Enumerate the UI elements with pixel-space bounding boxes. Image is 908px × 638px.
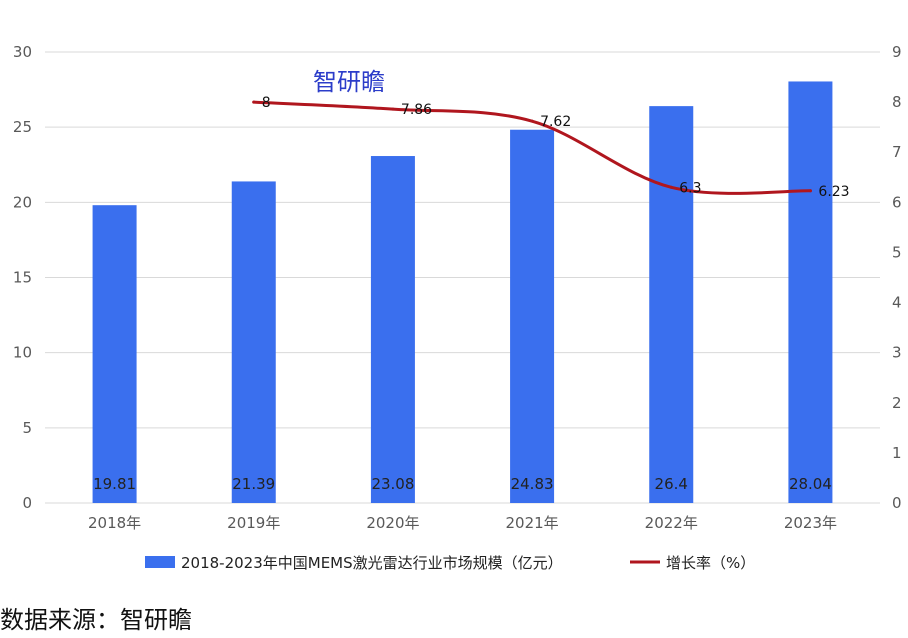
- line-point: [808, 189, 812, 193]
- bar: [788, 81, 833, 503]
- bar-series: [92, 81, 833, 504]
- right-tick-label: 9: [892, 43, 902, 61]
- category-label: 2023年: [784, 514, 837, 532]
- right-tick-label: 4: [892, 294, 902, 312]
- bar-value-label: 24.83: [511, 475, 554, 493]
- bar: [231, 181, 276, 503]
- legend-bar-label: 2018-2023年中国MEMS激光雷达行业市场规模（亿元）: [181, 554, 563, 572]
- bar-value-label: 28.04: [789, 475, 832, 493]
- bar: [370, 156, 415, 503]
- category-label: 2018年: [88, 514, 141, 532]
- left-tick-label: 20: [13, 193, 32, 211]
- right-tick-label: 8: [892, 93, 902, 111]
- category-label: 2020年: [366, 514, 419, 532]
- bar: [92, 205, 137, 503]
- bar-value-label: 19.81: [93, 475, 136, 493]
- bar: [649, 106, 694, 504]
- line-point: [391, 107, 395, 111]
- line-data-labels: 8 7.86 7.62 6.3 6.23: [262, 95, 850, 200]
- bar-data-labels: 19.81 21.39 23.08 24.83 26.4 28.04: [93, 475, 832, 493]
- left-tick-label: 10: [13, 344, 32, 362]
- bar: [510, 129, 555, 503]
- bar-value-label: 26.4: [655, 475, 688, 493]
- line-value-label: 6.3: [679, 180, 701, 196]
- x-axis: 2018年 2019年 2020年 2021年 2022年 2023年: [88, 514, 837, 532]
- line-value-label: 7.86: [401, 102, 432, 118]
- right-tick-label: 2: [892, 394, 902, 412]
- line-series: [252, 100, 812, 195]
- right-tick-label: 3: [892, 344, 902, 362]
- line-value-label: 7.62: [540, 114, 571, 130]
- left-tick-label: 30: [13, 43, 32, 61]
- source-note: 数据来源：智研瞻: [0, 606, 192, 634]
- line-value-label: 8: [262, 95, 271, 111]
- left-tick-label: 15: [13, 269, 32, 287]
- line-value-label: 6.23: [818, 184, 849, 200]
- legend-line-label: 增长率（%）: [666, 554, 755, 572]
- right-axis: 0 1 2 3 4 5 6 7 8 9: [892, 43, 902, 512]
- right-tick-label: 7: [892, 143, 902, 161]
- right-tick-label: 5: [892, 243, 902, 261]
- combo-chart: 0 5 10 15 20 25 30 0 1 2 3 4 5 6 7 8 9 19.81 21.39 23.08 2…: [13, 43, 902, 572]
- line-point: [669, 185, 673, 189]
- gridlines: [45, 51, 880, 504]
- right-tick-label: 6: [892, 193, 902, 211]
- bar-value-label: 21.39: [232, 475, 275, 493]
- category-label: 2021年: [505, 514, 558, 532]
- legend: 2018-2023年中国MEMS激光雷达行业市场规模（亿元） 增长率（%）: [145, 554, 755, 572]
- left-axis: 0 5 10 15 20 25 30: [13, 43, 32, 512]
- bar-value-label: 23.08: [371, 475, 414, 493]
- category-label: 2022年: [645, 514, 698, 532]
- left-tick-label: 25: [13, 118, 32, 136]
- watermark-text: 智研瞻: [313, 68, 385, 96]
- left-tick-label: 0: [22, 494, 32, 512]
- left-tick-label: 5: [22, 419, 32, 437]
- legend-bar-swatch: [145, 556, 175, 568]
- line-point: [530, 119, 534, 123]
- line-point: [252, 100, 256, 104]
- right-tick-label: 0: [892, 494, 902, 512]
- right-tick-label: 1: [892, 444, 902, 462]
- category-label: 2019年: [227, 514, 280, 532]
